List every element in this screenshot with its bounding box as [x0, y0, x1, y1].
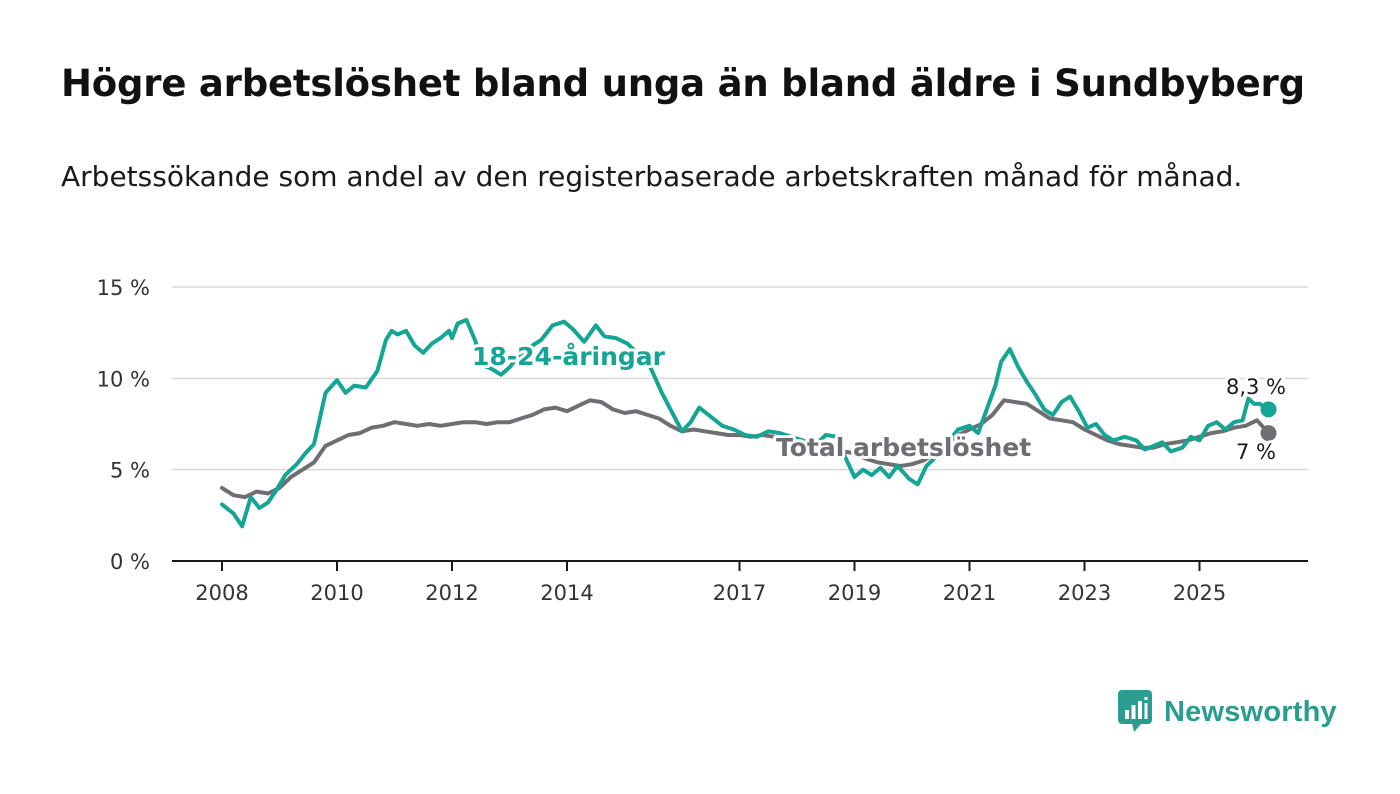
brand-name: Newsworthy: [1164, 695, 1337, 728]
x-tick-label: 2023: [1058, 581, 1111, 605]
series-line-youth: [220, 317, 1271, 529]
x-tick-label: 2025: [1173, 581, 1226, 605]
x-tick-label: 2014: [540, 581, 593, 605]
x-tick-label: 2021: [943, 581, 996, 605]
newsworthy-logo: Newsworthy: [1118, 690, 1337, 734]
series-end-dot-youth: [1260, 401, 1277, 418]
x-axis: 2008 2010 2012 2014 2017 2019 2021 2023 2025: [172, 560, 1308, 605]
chart-series: [220, 317, 1277, 529]
y-tick-label: 0 %: [110, 550, 150, 574]
y-tick-label: 5 %: [110, 459, 150, 483]
y-tick-label: 15 %: [97, 276, 150, 300]
y-axis-tick-labels: 0 % 5 % 10 % 15 %: [97, 276, 150, 574]
end-value-label-youth: 8,3 %: [1226, 375, 1286, 399]
x-tick-label: 2008: [195, 581, 248, 605]
chart-subtitle: Arbetssökande som andel av den registerb…: [61, 160, 1243, 193]
x-tick-label: 2010: [310, 581, 363, 605]
gridlines: [172, 286, 1308, 471]
y-tick-label: 10 %: [97, 367, 150, 391]
x-tick-label: 2019: [828, 581, 881, 605]
end-value-label-total: 7 %: [1236, 440, 1276, 464]
series-end-dot-total: [1260, 425, 1277, 442]
series-label-youth: 18-24-åringar: [472, 342, 666, 371]
bar-chart-speech-bubble-icon: [1118, 690, 1152, 732]
series-label-total: Total arbetslöshet: [776, 433, 1031, 462]
series-labels: 18-24-åringar Total arbetslöshet 8,3 % 7 %: [469, 339, 1289, 467]
series-line-total: [220, 398, 1271, 500]
x-tick-label: 2012: [425, 581, 478, 605]
chart-title: Högre arbetslöshet bland unga än bland ä…: [61, 62, 1305, 105]
x-tick-label: 2017: [713, 581, 766, 605]
